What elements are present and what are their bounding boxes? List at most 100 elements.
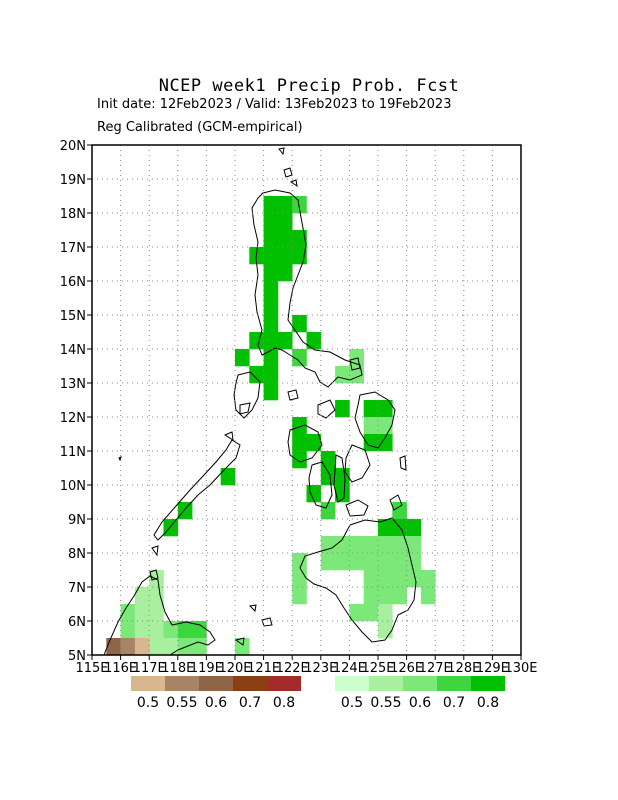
wet-cell: [277, 213, 293, 231]
wet-cell: [378, 400, 393, 418]
wet-cell: [292, 196, 307, 214]
longitude-tick-label: 128E: [447, 661, 480, 676]
wet-cell: [335, 400, 350, 418]
wet-cell: [249, 366, 264, 384]
coastline-outline: [103, 147, 417, 656]
wet-cell: [363, 400, 379, 418]
latitude-tick-label: 16N: [60, 275, 86, 290]
longitude-tick-label: 123E: [304, 661, 337, 676]
wet-cell: [392, 570, 407, 588]
wet-cell: [378, 604, 393, 622]
wet-cell: [335, 485, 350, 503]
wet-cell: [378, 536, 393, 554]
wet-cell: [306, 434, 322, 452]
wet-cell: [363, 553, 379, 571]
wet-cell: [349, 604, 364, 622]
wet-cell: [292, 587, 307, 605]
latitude-tick-label: 20N: [60, 139, 86, 154]
axis-ticks: [87, 144, 522, 660]
wet-cell: [292, 349, 307, 367]
wet-cell: [220, 468, 236, 486]
wet-cell: [406, 570, 422, 588]
latitude-labels: 5N 6N 7N 8N 9N 10N 11N 12N 13N 14N 15N 16N 17N 18N 19N…: [60, 139, 86, 664]
dry-legend-swatch: [233, 676, 267, 691]
wet-cell: [235, 349, 250, 367]
wet-cell: [349, 536, 364, 554]
leyte-coastline: [344, 444, 371, 483]
wet-cell: [277, 230, 293, 248]
marinduque: [287, 389, 299, 401]
wet-cell: [349, 553, 364, 571]
wet-cell: [378, 519, 393, 537]
wet-cell: [392, 502, 407, 520]
longitude-tick-label: 126E: [390, 661, 423, 676]
latitude-tick-label: 6N: [68, 615, 86, 630]
wet-cell: [263, 213, 279, 231]
masbate: [317, 399, 336, 419]
palawan-coastline: [153, 439, 241, 541]
wet-legend-swatch: [471, 676, 505, 691]
wet-cell: [263, 247, 279, 265]
wet-legend-label: 0.5: [341, 695, 363, 711]
wet-cell: [363, 604, 379, 622]
dry-legend-swatch: [199, 676, 233, 691]
longitude-tick-label: 125E: [361, 661, 394, 676]
wet-cell: [149, 638, 164, 656]
longitude-tick-label: 129E: [476, 661, 509, 676]
wet-cell: [420, 570, 436, 588]
calibration-subtitle: Reg Calibrated (GCM-empirical): [97, 120, 303, 135]
dry-legend-swatch: [267, 676, 301, 691]
longitude-tick-label: 124E: [333, 661, 366, 676]
wet-cell: [249, 332, 264, 350]
samar-coastline: [354, 391, 396, 449]
wet-cell: [149, 621, 164, 639]
longitude-tick-label: 116E: [104, 661, 137, 676]
wet-cell: [134, 587, 150, 605]
latitude-tick-label: 14N: [60, 343, 86, 358]
luzon-coastline: [251, 189, 363, 388]
wet-cell: [378, 434, 393, 452]
longitude-tick-label: 117E: [133, 661, 166, 676]
wet-cell: [292, 451, 307, 469]
wet-cell: [320, 536, 336, 554]
wet-cell: [263, 196, 279, 214]
wet-cell: [335, 468, 350, 486]
panay-coastline: [287, 424, 323, 463]
sulu-islands: [234, 604, 273, 646]
wet-cell: [177, 621, 193, 639]
latitude-tick-label: 9N: [68, 513, 86, 528]
palawan-south-islets: [118, 456, 159, 557]
wet-cell: [263, 332, 279, 350]
dry-legend-swatch: [131, 676, 165, 691]
wet-cell: [192, 621, 207, 639]
wet-cell: [392, 553, 407, 571]
longitude-tick-label: 120E: [218, 661, 251, 676]
wet-legend-swatch: [335, 676, 369, 691]
wet-legend-swatch: [403, 676, 437, 691]
wet-cell: [263, 349, 279, 367]
wet-cell: [277, 196, 293, 214]
wet-cell: [320, 553, 336, 571]
longitude-tick-label: 130E: [504, 661, 537, 676]
dry-legend-label: 0.5: [137, 695, 159, 711]
latitude-tick-label: 8N: [68, 547, 86, 562]
wet-cell: [363, 570, 379, 588]
wet-cell: [349, 349, 364, 367]
wet-cell: [263, 230, 279, 248]
wet-cell: [292, 315, 307, 333]
wet-cell: [392, 587, 407, 605]
wet-legend-label: 0.6: [409, 695, 431, 711]
wet-cell: [292, 434, 307, 452]
wet-cell: [406, 536, 422, 554]
wet-cell: [320, 468, 336, 486]
wet-cell: [263, 366, 279, 384]
dry-cell: [120, 638, 136, 656]
longitude-tick-label: 127E: [419, 661, 452, 676]
wet-cell: [149, 604, 164, 622]
longitude-tick-label: 119E: [190, 661, 223, 676]
wet-cell: [363, 417, 379, 435]
wet-legend-label: 0.8: [477, 695, 499, 711]
wet-cell: [149, 587, 164, 605]
wet-cell: [120, 621, 136, 639]
